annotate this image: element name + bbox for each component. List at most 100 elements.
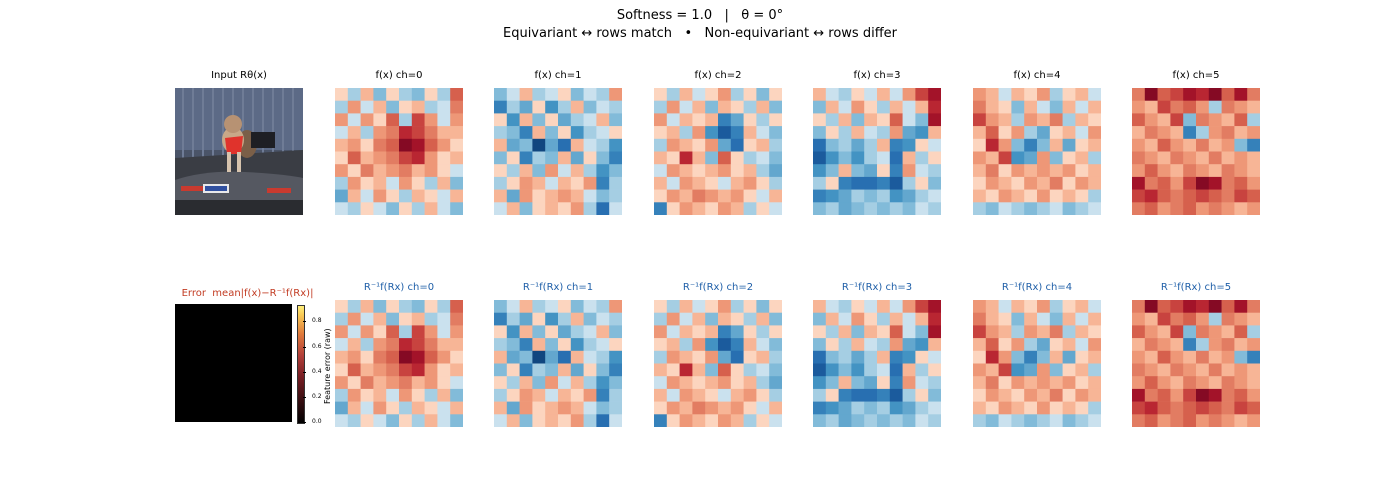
heatmap-cell [1075,164,1089,178]
heatmap-cell [902,113,916,127]
colorbar-tick-label: 0.0 [312,418,322,425]
heatmap-cell [718,113,732,127]
heatmap-cell [437,376,451,390]
heatmap-cell [718,300,732,313]
heatmap-cell [1170,88,1184,101]
heatmap-cell [973,350,987,364]
heatmap-cell [692,312,706,326]
heatmap-cell [373,401,387,415]
heatmap-cell [1183,138,1197,152]
heatmap-cell [825,88,839,101]
heatmap-cell [813,176,827,190]
heatmap-cell [545,126,559,140]
heatmap-cell [424,202,438,215]
panel-title-rfrx-ch5: R⁻¹f(Rx) ch=5 [1160,282,1232,293]
heatmap-cell [1024,113,1038,127]
heatmap-cell [1247,401,1260,415]
heatmap-cell [851,100,865,114]
heatmap-cell [411,376,425,390]
heatmap-cell [705,189,719,203]
heatmap-cell [666,388,680,402]
heatmap-cell [915,401,929,415]
heatmap-cell [424,388,438,402]
heatmap-cell [545,113,559,127]
heatmap-cell [679,88,693,101]
heatmap-cell [1157,88,1171,101]
heatmap-cell [1247,176,1260,190]
heatmap-cell [506,100,520,114]
heatmap-cell [666,164,680,178]
heatmap-cell [411,338,425,352]
heatmap-cell [519,113,533,127]
heatmap-cell [494,300,508,313]
heatmap-cell [1183,88,1197,101]
heatmap-cell [705,151,719,165]
heatmap-cell [838,113,852,127]
heatmap-cell [609,100,622,114]
heatmap-cell [1011,312,1025,326]
heatmap-cell [813,414,827,427]
heatmap-cell [450,100,463,114]
heatmap-cell [769,414,782,427]
heatmap-cell [718,138,732,152]
heatmap-cell [877,388,891,402]
heatmap-cell [347,126,361,140]
heatmap-cell [1075,138,1089,152]
heatmap-cell [494,151,508,165]
heatmap-cell [1132,126,1146,140]
heatmap-cell [583,300,597,313]
heatmap-cell [769,88,782,101]
heatmap-cell [424,113,438,127]
heatmap-cell [692,88,706,101]
heatmap-cell [838,350,852,364]
heatmap-cell [450,126,463,140]
heatmap-cell [679,350,693,364]
heatmap-cell [1011,388,1025,402]
heatmap-cell [347,138,361,152]
heatmap-cell [851,189,865,203]
heatmap-cell [813,113,827,127]
heatmap-cell [851,300,865,313]
heatmap-cell [519,338,533,352]
heatmap-cell [1234,189,1248,203]
heatmap-cell [519,414,533,427]
heatmap-cell [769,363,782,377]
heatmap-cell [1157,388,1171,402]
heatmap-cell [705,113,719,127]
heatmap-cell [985,388,999,402]
heatmap-cell [437,350,451,364]
heatmap-cell [347,151,361,165]
heatmap-cell [386,376,400,390]
heatmap-cell [666,113,680,127]
heatmap-cell [570,113,584,127]
heatmap-cell [1196,401,1210,415]
heatmap-cell [1208,126,1222,140]
heatmap-cell [654,338,668,352]
heatmap-cell [347,363,361,377]
heatmap-cell [1170,113,1184,127]
heatmap-cell [1170,202,1184,215]
heatmap-cell [718,388,732,402]
heatmap-cell [545,363,559,377]
heatmap-cell [570,100,584,114]
heatmap-cell [1075,176,1089,190]
colorbar-tick-mark [303,321,306,323]
heatmap-cell [335,338,349,352]
heatmap-cell [437,312,451,326]
heatmap-cell [756,176,770,190]
heatmap-cell [1157,325,1171,339]
heatmap-cell [1157,138,1171,152]
heatmap-cell [545,401,559,415]
heatmap-cell [1037,100,1051,114]
heatmap-cell [399,88,413,101]
heatmap-cell [973,300,987,313]
heatmap-cell [705,350,719,364]
heatmap-cell [335,401,349,415]
heatmap-cell [1144,363,1158,377]
heatmap-cell [386,312,400,326]
heatmap-cell [877,138,891,152]
heatmap-cell [902,189,916,203]
heatmap-cell [360,376,374,390]
heatmap-cell [915,189,929,203]
heatmap-cell [692,350,706,364]
